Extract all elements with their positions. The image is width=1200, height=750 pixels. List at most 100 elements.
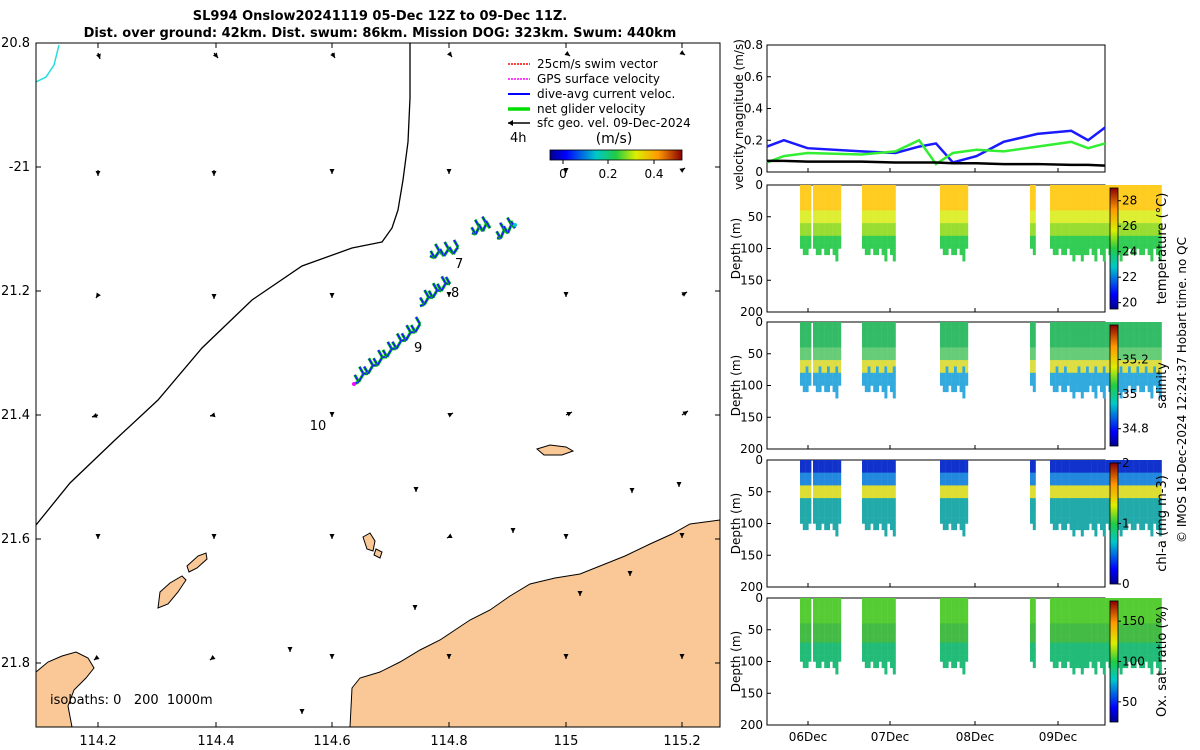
profile-cell (1072, 341, 1075, 348)
profile-cell (805, 235, 809, 243)
profile-cell (956, 210, 960, 217)
profile-cell (962, 610, 966, 618)
profile-cell (1066, 629, 1070, 637)
profile-cell (829, 636, 833, 643)
sfc-geo-arrow (211, 534, 217, 539)
sfc-geo-arrow (629, 488, 635, 493)
profile-cell (1066, 191, 1070, 198)
profile-cell (1080, 517, 1084, 524)
profile-cell (1142, 248, 1145, 256)
profile-cell (1069, 498, 1073, 505)
profile-cell (805, 523, 809, 531)
profile-cell (1088, 347, 1092, 354)
profile-cell (1083, 328, 1087, 335)
profile-cell (1136, 242, 1140, 249)
profile-cell (1088, 328, 1092, 335)
profile-cell (1122, 197, 1126, 205)
profile-cell (942, 485, 946, 492)
profile-cell (881, 379, 885, 386)
profile-cell (1094, 610, 1098, 618)
profile-cell (1074, 636, 1078, 643)
profile-cell (878, 517, 882, 524)
profile-cell (951, 504, 955, 512)
profile-cell (1119, 648, 1123, 656)
profile-cell (1074, 328, 1078, 335)
profile-cell (878, 328, 882, 335)
profile-cell (1142, 642, 1145, 650)
profile-cell (887, 242, 891, 249)
profile-cell (1052, 210, 1056, 217)
profile-cell (942, 610, 946, 618)
profile-cell (954, 353, 957, 361)
profile-cell (1119, 191, 1123, 198)
profile-cell (1158, 617, 1162, 624)
profile-cell (1094, 366, 1098, 374)
profile-cell (878, 204, 882, 211)
profile-cell (1156, 216, 1159, 224)
profile-cell (1077, 185, 1081, 192)
profile-cell (1061, 242, 1065, 249)
profile-cell (1074, 191, 1078, 198)
profile-cell (1032, 460, 1036, 467)
profile-cell (890, 248, 893, 256)
depth-tick-label: 0 (755, 178, 763, 192)
profile-cell (1069, 485, 1073, 492)
profile-cell (1094, 216, 1098, 224)
profile-cell (1158, 629, 1162, 637)
profile-cell (867, 517, 871, 524)
profile-cell (1030, 334, 1033, 342)
profile-cell (892, 460, 896, 467)
profile-cell (1097, 379, 1101, 386)
profile-cell (878, 466, 882, 473)
profile-cell (832, 629, 836, 637)
profile-cell (800, 328, 803, 335)
profile-cell (1086, 191, 1089, 198)
sfc-geo-arrow (627, 571, 633, 576)
profile-cell (808, 379, 812, 386)
profile-cell (808, 610, 812, 618)
profile-cell (1030, 510, 1033, 518)
profile-cell (1058, 242, 1062, 249)
profile-cell (1153, 341, 1157, 348)
profile-cell (1130, 185, 1134, 192)
profile-cell (1061, 216, 1065, 224)
profile-cell (1136, 235, 1140, 243)
profile-cell (1061, 379, 1065, 386)
profile-cell (1100, 472, 1103, 480)
profile-cell (1074, 353, 1078, 361)
profile-cell (1133, 242, 1137, 249)
profile-cell (802, 341, 806, 348)
profile-cell (1105, 379, 1109, 386)
profile-cell (890, 235, 893, 243)
profile-cell (1074, 498, 1078, 505)
profile-cell (835, 372, 839, 380)
profile-cell (808, 197, 812, 205)
profile-cell (948, 204, 952, 211)
profile-cell (870, 598, 874, 605)
profile-cell (1030, 466, 1033, 473)
profile-cell (1150, 655, 1154, 662)
profile-cell (951, 353, 955, 361)
profile-cell (962, 229, 966, 237)
profile-cell (1105, 216, 1109, 224)
profile-cell (887, 485, 891, 492)
profile-cell (1061, 623, 1065, 630)
profile-cell (1083, 372, 1087, 380)
profile-cell (835, 216, 839, 224)
sfc-geo-arrow (679, 533, 685, 538)
profile-cell (1128, 328, 1131, 335)
profile-cell (892, 353, 896, 361)
profile-cell (1147, 235, 1151, 243)
profile-cell (873, 248, 877, 256)
profile-cell (887, 604, 891, 611)
profile-cell (1119, 460, 1123, 467)
profile-cell (1086, 491, 1089, 499)
profile-cell (1069, 598, 1073, 605)
profile-cell (1069, 472, 1073, 480)
profile-cell (1150, 210, 1154, 217)
profile-cell (1066, 598, 1070, 605)
profile-cell (956, 510, 960, 518)
profile-cell (835, 517, 839, 524)
profile-cell (1061, 197, 1065, 205)
profile-cell (1032, 479, 1036, 486)
